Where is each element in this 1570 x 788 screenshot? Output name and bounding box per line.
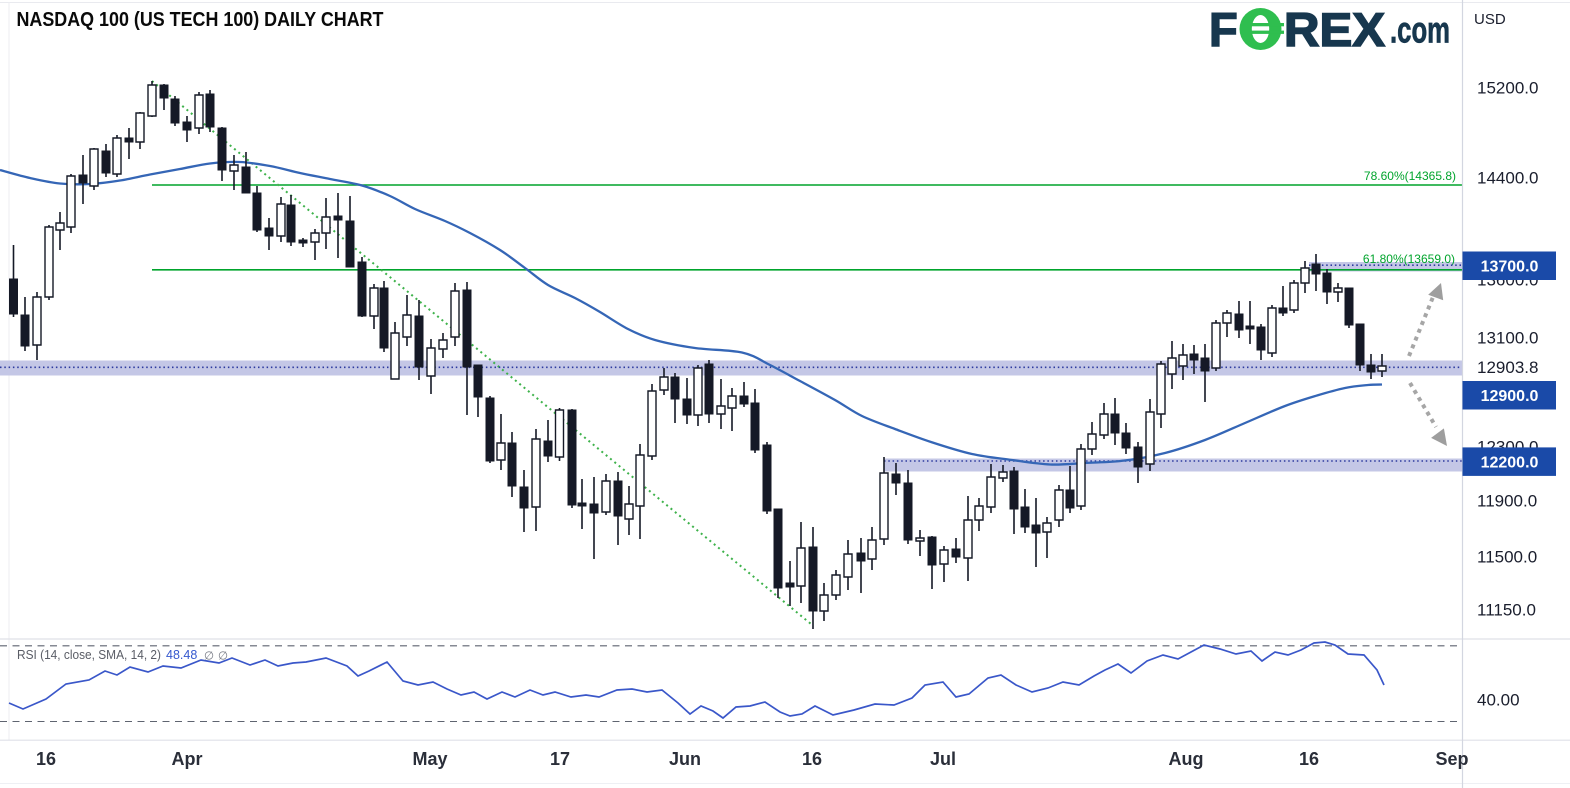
svg-text:40.00: 40.00 <box>1477 691 1520 710</box>
svg-text:∅: ∅ <box>204 651 214 663</box>
svg-text:Aug: Aug <box>1169 749 1204 769</box>
svg-text:61.80%(13659.0): 61.80%(13659.0) <box>1363 252 1455 266</box>
svg-text:14400.0: 14400.0 <box>1477 169 1538 188</box>
svg-text:REX: REX <box>1284 3 1385 56</box>
svg-text:Jun: Jun <box>669 749 701 769</box>
svg-text:.com: .com <box>1390 10 1450 51</box>
svg-text:RSI (14, close, SMA, 14, 2): RSI (14, close, SMA, 14, 2) <box>17 648 161 662</box>
svg-text:Jul: Jul <box>930 749 956 769</box>
svg-text:12903.8: 12903.8 <box>1477 358 1538 377</box>
svg-text:F: F <box>1209 3 1238 56</box>
svg-text:11500.0: 11500.0 <box>1477 548 1537 567</box>
svg-text:12900.0: 12900.0 <box>1481 388 1539 405</box>
svg-text:13700.0: 13700.0 <box>1481 259 1539 276</box>
svg-text:USD: USD <box>1474 11 1506 28</box>
svg-text:Sep: Sep <box>1435 749 1468 769</box>
svg-text:17: 17 <box>550 749 570 769</box>
svg-text:∅: ∅ <box>218 651 228 663</box>
svg-text:May: May <box>412 749 447 769</box>
svg-text:Apr: Apr <box>172 749 203 769</box>
svg-text:13100.0: 13100.0 <box>1477 329 1538 348</box>
svg-text:NASDAQ 100 (US TECH 100) DAILY: NASDAQ 100 (US TECH 100) DAILY CHART <box>17 9 384 31</box>
svg-text:48.48: 48.48 <box>166 648 197 662</box>
svg-text:16: 16 <box>36 749 56 769</box>
svg-text:12200.0: 12200.0 <box>1481 454 1539 471</box>
svg-text:11150.0: 11150.0 <box>1477 601 1536 620</box>
svg-text:15200.0: 15200.0 <box>1477 79 1538 98</box>
svg-text:16: 16 <box>802 749 822 769</box>
svg-text:11900.0: 11900.0 <box>1477 492 1537 511</box>
svg-text:16: 16 <box>1299 749 1319 769</box>
svg-text:78.60%(14365.8): 78.60%(14365.8) <box>1364 169 1456 183</box>
